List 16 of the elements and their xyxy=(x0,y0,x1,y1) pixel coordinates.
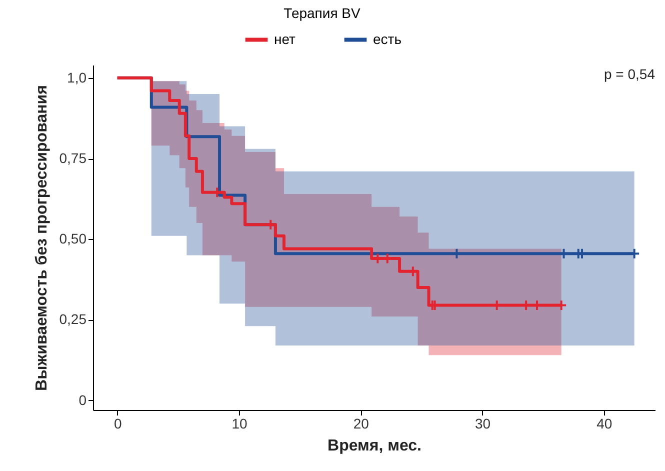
legend-label: нет xyxy=(274,30,296,47)
y-tick-label: 0 xyxy=(78,392,87,408)
y-axis-title: Выживаемость без прогрессирования xyxy=(33,85,50,391)
y-tick-label: 1,0 xyxy=(67,69,87,86)
x-tick-label: 10 xyxy=(232,416,248,432)
y-tick-label: 0,75 xyxy=(59,150,87,166)
x-tick-label: 20 xyxy=(353,416,370,432)
x-axis-title: Время, мес. xyxy=(328,438,422,454)
legend-title: Терапия BV xyxy=(284,5,361,21)
y-tick-label: 0,25 xyxy=(59,311,87,328)
legend-label: есть xyxy=(373,30,402,47)
x-tick-label: 0 xyxy=(114,416,122,432)
annotation: p = 0,54 xyxy=(604,66,656,82)
x-tick-label: 40 xyxy=(596,416,612,432)
y-tick-label: 0,50 xyxy=(59,230,87,247)
x-tick-label: 30 xyxy=(474,416,491,432)
